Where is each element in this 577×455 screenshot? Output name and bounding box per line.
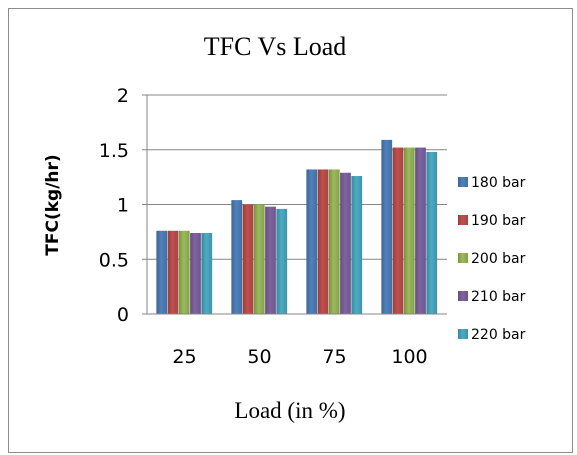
x-tick-label: 50 — [247, 346, 271, 368]
bar-180-bar-75 — [306, 169, 318, 314]
bar-180-bar-100 — [381, 139, 393, 314]
y-tick-label: 0.5 — [99, 249, 129, 271]
bar-190-bar-100 — [392, 147, 404, 314]
y-tick-label: 1.5 — [99, 140, 129, 162]
bar-210-bar-75 — [340, 172, 351, 314]
legend-label: 220 bar — [471, 327, 526, 343]
y-axis-label: TFC(kg/hr) — [43, 154, 63, 255]
legend-swatch — [458, 177, 468, 187]
y-tick-label: 1 — [117, 195, 129, 217]
bar-200-bar-100 — [403, 147, 415, 314]
bar-200-bar-25 — [178, 230, 190, 314]
bar-220-bar-50 — [276, 208, 288, 314]
legend-label: 210 bar — [471, 289, 526, 305]
x-axis-label: Load (in %) — [234, 398, 345, 423]
legend-swatch — [458, 215, 468, 225]
chart-frame — [8, 8, 573, 453]
legend-swatch — [458, 253, 468, 263]
legend-label: 180 bar — [471, 175, 526, 191]
bar-190-bar-75 — [317, 169, 329, 314]
bar-220-bar-100 — [426, 151, 438, 314]
bar-190-bar-25 — [167, 230, 179, 314]
y-tick-label: 0 — [117, 304, 129, 326]
chart-title: TFC Vs Load — [204, 32, 347, 61]
bar-200-bar-75 — [328, 169, 340, 314]
legend-swatch — [458, 291, 468, 301]
bar-180-bar-50 — [231, 200, 243, 314]
bar-180-bar-25 — [156, 230, 168, 314]
x-tick-label: 75 — [322, 346, 346, 368]
x-tick-label: 25 — [172, 346, 196, 368]
bar-190-bar-50 — [242, 204, 254, 314]
x-tick-label: 100 — [391, 346, 427, 368]
bar-210-bar-50 — [265, 206, 276, 314]
legend-swatch — [458, 329, 468, 339]
bar-210-bar-100 — [415, 147, 426, 314]
bar-200-bar-50 — [253, 204, 265, 314]
bar-210-bar-25 — [190, 232, 201, 314]
bar-220-bar-75 — [351, 176, 363, 314]
bar-220-bar-25 — [201, 232, 213, 314]
legend-label: 200 bar — [471, 251, 526, 267]
y-tick-label: 2 — [117, 85, 129, 107]
legend-label: 190 bar — [471, 213, 526, 229]
